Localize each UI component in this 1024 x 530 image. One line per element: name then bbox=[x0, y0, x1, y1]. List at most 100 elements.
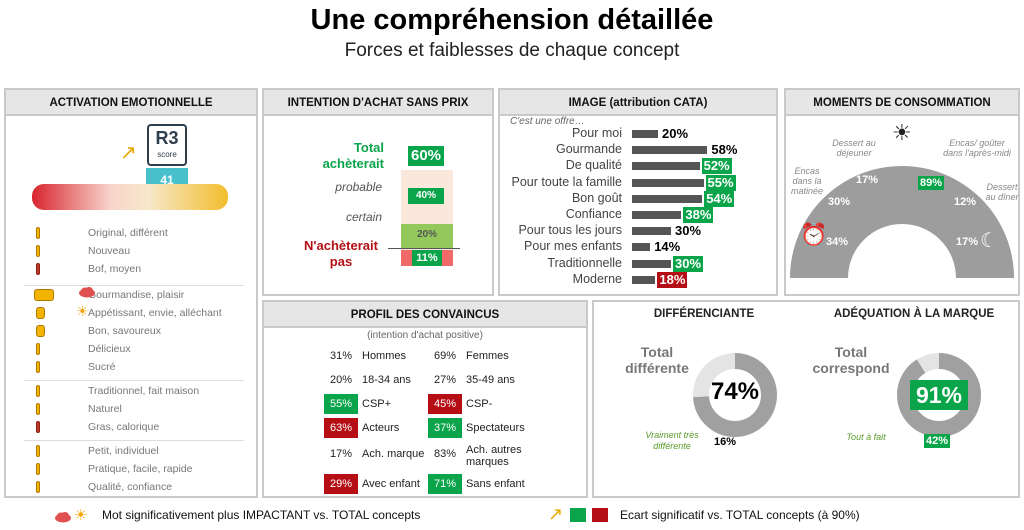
adeq-donut bbox=[897, 353, 981, 437]
activation-level-marker bbox=[36, 463, 40, 475]
profil-right-value: 37% bbox=[428, 418, 462, 438]
intention-total-label: Total achèterait bbox=[322, 140, 384, 171]
image-panel: IMAGE (attribution CATA) C'est une offre… bbox=[498, 88, 778, 296]
activation-level-marker bbox=[36, 481, 40, 493]
activation-item-label: Pratique, facile, rapide bbox=[88, 463, 193, 475]
activation-level-marker bbox=[36, 343, 40, 355]
image-item-label: Pour mes enfants bbox=[524, 239, 622, 254]
image-item-label: Confiance bbox=[565, 207, 622, 221]
activation-gradient-bar bbox=[32, 184, 228, 210]
image-bar bbox=[632, 162, 700, 171]
profil-left-value: 20% bbox=[329, 374, 353, 386]
arrow-up-right-icon: ↗ bbox=[120, 142, 137, 164]
sun-icon: ☀ bbox=[74, 507, 88, 524]
intention-panel: INTENTION D'ACHAT SANS PRIX Total achète… bbox=[262, 88, 494, 296]
image-value: 52% bbox=[701, 158, 732, 175]
moments-value-17a: 17% bbox=[856, 174, 879, 186]
intention-probable-label: probable bbox=[335, 180, 382, 194]
image-bar bbox=[632, 194, 703, 203]
moments-value-30: 30% bbox=[828, 196, 851, 208]
profil-right-label: Femmes bbox=[466, 350, 509, 362]
profil-left-label: 18-34 ans bbox=[362, 374, 411, 386]
moments-label-matinee: Encas dans la matinée bbox=[790, 166, 824, 196]
image-item-label: Pour moi bbox=[571, 126, 622, 140]
profil-panel: PROFIL DES CONVAINCUS (intention d'achat… bbox=[262, 300, 588, 498]
intention-non-label: N'achèterait pas bbox=[304, 238, 378, 269]
r3-logo-text: R3 bbox=[155, 128, 179, 148]
diff-donut bbox=[693, 353, 777, 437]
image-item-label: Moderne bbox=[572, 271, 622, 286]
adeq-sub-label: Tout à fait bbox=[846, 432, 886, 442]
activation-level-marker bbox=[36, 263, 40, 275]
legend-right: Ecart significatif vs. TOTAL concepts (à… bbox=[620, 508, 860, 522]
r3-logo-sub: score bbox=[157, 150, 177, 159]
profil-right-value: 83% bbox=[433, 448, 457, 460]
profil-right-value: 69% bbox=[433, 350, 457, 362]
activation-level-marker bbox=[36, 307, 45, 319]
image-value: 38% bbox=[683, 207, 714, 223]
image-item-label: Gourmande bbox=[555, 142, 622, 157]
profil-left-value: 17% bbox=[329, 448, 353, 460]
activation-item-label: Qualité, confiance bbox=[88, 481, 173, 493]
divider bbox=[24, 440, 244, 441]
profil-left-label: Ach. marque bbox=[362, 448, 425, 460]
activation-item-label: Naturel bbox=[88, 403, 122, 415]
image-bar bbox=[632, 130, 658, 138]
image-value: 30% bbox=[675, 223, 702, 239]
image-item-label: De qualité bbox=[565, 158, 622, 173]
profil-left-value: 63% bbox=[324, 418, 358, 438]
activation-level-marker bbox=[36, 325, 45, 337]
image-intro: C'est une offre… bbox=[510, 116, 585, 127]
intention-divider bbox=[388, 248, 460, 249]
intention-non-value: 11% bbox=[412, 250, 442, 266]
activation-item-label: Sucré bbox=[88, 361, 116, 373]
legend-left: Mot significativement plus IMPACTANT vs.… bbox=[102, 508, 421, 522]
arrow-up-right-icon: ↗ bbox=[548, 504, 564, 524]
profil-left-label: CSP+ bbox=[362, 398, 392, 410]
image-item-label: Pour toute la famille bbox=[511, 174, 622, 189]
legend-green-swatch bbox=[570, 508, 586, 522]
activation-level-marker bbox=[36, 421, 40, 433]
profil-note: (intention d'achat positive) bbox=[367, 330, 483, 341]
adeq-sub-value: 42% bbox=[924, 434, 950, 448]
diff-sub-label: Vraiment très différente bbox=[645, 430, 699, 451]
intention-certain-label: certain bbox=[345, 210, 382, 224]
activation-item-label: Nouveau bbox=[88, 245, 131, 257]
profil-left-label: Hommes bbox=[362, 350, 407, 362]
activation-level-marker bbox=[34, 289, 54, 301]
image-bar bbox=[632, 243, 651, 252]
alarm-clock-icon: ⏰ bbox=[800, 222, 828, 247]
sun-icon: ☀ bbox=[892, 120, 912, 145]
intention-probable-value: 40% bbox=[408, 188, 444, 204]
profil-right-label: Sans enfant bbox=[466, 478, 525, 490]
image-bar bbox=[632, 146, 708, 155]
activation-item-label: Appétissant, envie, alléchant bbox=[88, 307, 222, 319]
moments-panel: MOMENTS DE CONSOMMATION Encas dans la ma… bbox=[784, 88, 1020, 296]
image-item-label: Bon goût bbox=[571, 190, 622, 205]
image-item-label: Traditionnelle bbox=[547, 255, 622, 270]
activation-panel: ACTIVATION EMOTIONNELLE ↗ R3 score 41 Or… bbox=[4, 88, 258, 498]
activation-item-label: Gras, calorique bbox=[88, 421, 160, 433]
image-value: 18% bbox=[657, 271, 688, 288]
intention-certain-value: 20% bbox=[416, 229, 437, 240]
moments-label-diner: Dessert au dîner bbox=[985, 182, 1019, 202]
image-value: 55% bbox=[705, 174, 736, 191]
diff-adeq-panel: DIFFÉRENCIANTE ADÉQUATION À LA MARQUE To… bbox=[592, 300, 1020, 498]
image-bar bbox=[632, 259, 671, 268]
activation-item-label: Bon, savoureux bbox=[88, 325, 161, 337]
cloud-icon bbox=[78, 285, 96, 303]
profil-right-label: Spectateurs bbox=[466, 422, 525, 434]
activation-level-marker bbox=[36, 385, 40, 397]
profil-left-value: 31% bbox=[329, 350, 353, 362]
moments-value-89: 89% bbox=[918, 176, 945, 190]
image-value: 20% bbox=[662, 126, 689, 141]
activation-header: ACTIVATION EMOTIONNELLE bbox=[6, 90, 256, 116]
divider bbox=[24, 380, 244, 381]
sun-icon: ☀ bbox=[76, 303, 89, 319]
intention-total-value: 60% bbox=[408, 146, 444, 166]
activation-level-marker bbox=[36, 361, 40, 373]
r3-score-logo: R3 score bbox=[147, 124, 187, 166]
activation-item-label: Délicieux bbox=[88, 343, 131, 355]
page-subtitle: Forces et faiblesses de chaque concept bbox=[344, 40, 680, 61]
profil-right-label: CSP- bbox=[466, 398, 493, 410]
